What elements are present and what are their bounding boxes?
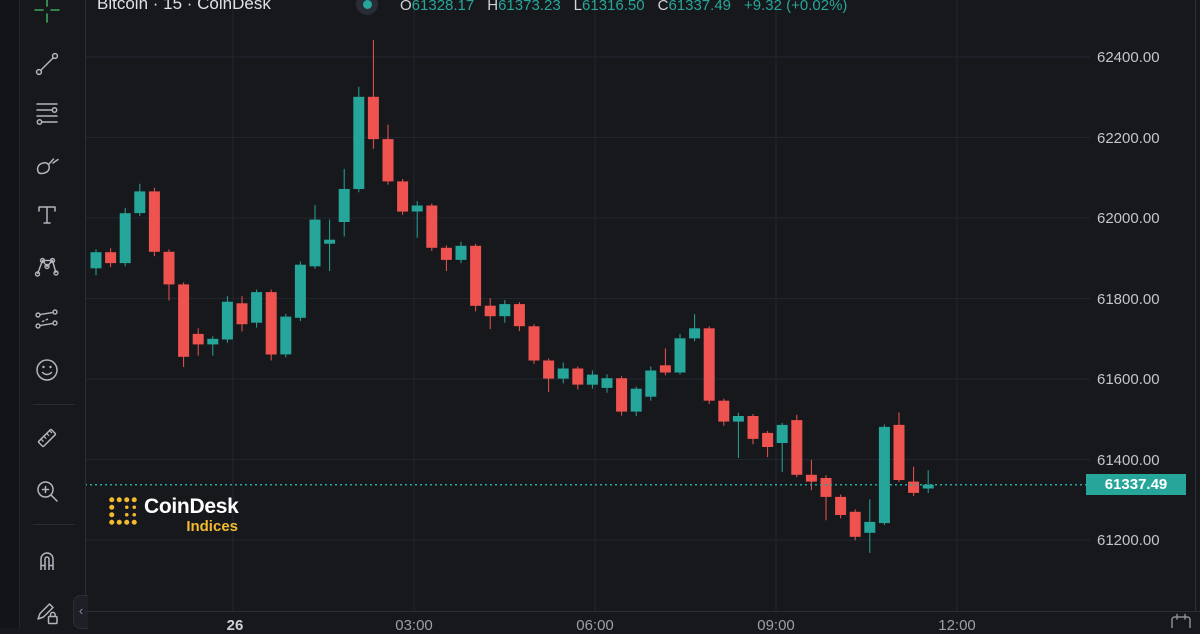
price-axis-label: 61600.00 [1097,371,1160,388]
crosshair-icon [34,0,60,23]
open-label: O [400,0,412,14]
window-edge-strip [0,0,20,628]
zoom-in-icon [37,481,58,502]
time-axis[interactable]: 26 03:00 06:00 09:00 12:00 [85,611,1200,634]
price-axis-label: 61800.00 [1097,290,1160,308]
open-value: 61328.17 [411,0,475,14]
forecast-tool[interactable] [29,301,65,337]
low-label: L [573,0,583,14]
high-label: H [487,0,499,14]
coindesk-logo-icon [109,497,137,525]
draw-lock-icon [37,603,58,625]
time-axis-label: 09:00 [757,617,795,634]
price-axis-label: 61200.00 [1097,532,1160,549]
time-axis-label: 06:00 [576,617,614,634]
calendar-icon[interactable] [1169,613,1193,628]
high-value: 61373.23 [498,0,561,14]
drawing-toolbar [20,0,86,628]
toolbar-divider [33,524,75,525]
emoji-icon [36,359,58,381]
measure-tool[interactable] [29,420,65,456]
text-icon [38,206,56,224]
ohlc-readout: O61328.17 H61373.23 L61316.50 C61337.49 +9.3… [400,0,847,14]
change-value: +9.32 (+0.02%) [744,0,848,14]
low-value: 61316.50 [582,0,645,14]
watermark-title: CoinDesk [144,495,239,518]
trend-line-tool[interactable] [29,46,65,82]
measure-icon [37,428,57,448]
trend-line-icon [35,52,59,76]
forecast-icon [35,309,58,329]
fib-retracement-icon [36,103,58,125]
fib-retracement-tool[interactable] [29,94,65,130]
brush-tool[interactable] [29,147,65,183]
time-axis-label: 03:00 [395,617,433,634]
price-axis-label: 62200.00 [1097,129,1160,147]
price-axis-label: 62400.00 [1097,49,1160,66]
xabcd-pattern-icon [34,257,59,277]
close-value: 61337.49 [668,0,732,14]
toolbar-divider [33,404,75,405]
price-axis-border [1195,0,1196,611]
market-status-indicator [356,0,378,15]
price-axis-label: 62000.00 [1097,210,1160,227]
zoom-in-tool[interactable] [29,473,65,509]
xabcd-pattern-tool[interactable] [29,249,65,285]
time-axis-label: 26 [226,617,244,634]
magnet-icon [40,552,54,570]
crosshair-tool[interactable] [29,0,65,28]
status-dot-icon [362,0,372,9]
watermark-subtitle: Indices [186,518,238,535]
close-label: C [657,0,669,14]
current-price-tag: 61337.49 [1086,474,1186,496]
magnet-tool[interactable] [29,542,65,578]
text-tool[interactable] [29,197,65,233]
emoji-tool[interactable] [29,352,65,388]
price-axis-label: 61400.00 [1097,451,1160,469]
brush-icon [36,158,59,175]
symbol-title[interactable]: Bitcoin · 15 · CoinDesk [97,0,271,13]
time-axis-label: 12:00 [938,617,976,634]
coindesk-watermark: CoinDesk Indices [108,495,239,540]
draw-lock-tool[interactable] [29,594,65,630]
